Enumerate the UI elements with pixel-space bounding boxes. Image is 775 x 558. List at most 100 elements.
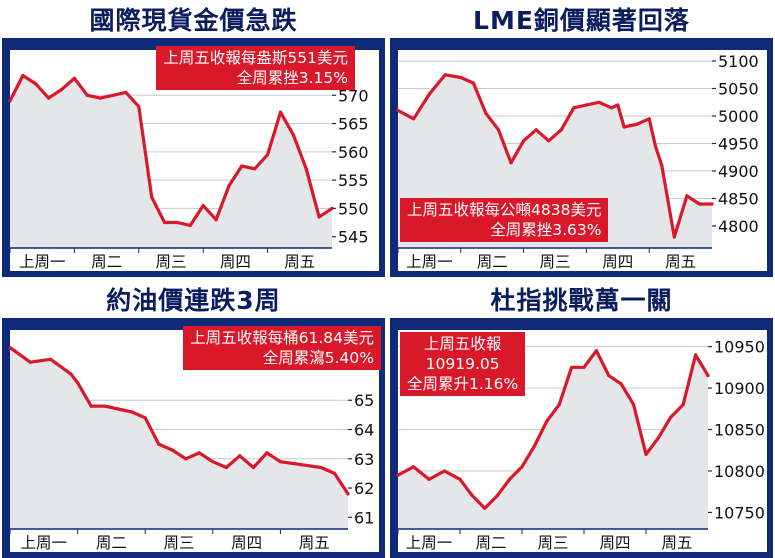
copper-callout: 上周五收報每公噸4838美元 全周累挫3.63%: [400, 198, 609, 242]
y-tick-label: 10750: [714, 503, 765, 522]
y-tick-label: 570: [338, 86, 369, 105]
gold-callout-price: 上周五收報每盎斯551美元: [163, 49, 348, 67]
y-tick-label: 565: [338, 115, 369, 134]
y-tick-label: 5000: [718, 107, 759, 126]
oil-callout-change: 全周累瀉5.40%: [262, 349, 374, 367]
y-axis-strip: [712, 50, 767, 271]
data-point: [332, 471, 337, 475]
data-point: [291, 133, 295, 137]
data-point: [170, 448, 174, 452]
data-point: [470, 494, 474, 498]
data-point: [85, 93, 89, 97]
data-point: [427, 92, 431, 96]
gold-panel: 國際現貨金價急跌 545 550 555 560 565 570 上周一 周二 周三 周四 周五 上…: [2, 0, 385, 277]
oil-title: 約油價連跌3周: [106, 286, 281, 315]
data-point: [278, 460, 282, 464]
x-tick-label: 上周一: [406, 253, 453, 271]
data-point: [111, 93, 115, 97]
data-point: [616, 103, 620, 107]
data-point: [346, 492, 350, 496]
y-tick-label: 4850: [718, 190, 759, 209]
data-point: [609, 106, 614, 110]
gold-callout: 上周五收報每盎斯551美元 全周累挫3.15%: [156, 46, 355, 90]
data-point: [559, 128, 563, 132]
data-point: [175, 220, 179, 225]
data-point: [266, 153, 270, 157]
stocks-chart-frame: 10750 10800 10850 10900 10950 上周一 周二 周三 周四 周五 上周五…: [390, 318, 773, 558]
data-point: [251, 465, 255, 470]
data-point: [495, 494, 499, 498]
x-axis-strip: [398, 248, 712, 271]
data-point: [265, 451, 269, 455]
data-point: [278, 110, 283, 114]
stocks-panel: 杜指挑戰萬一關 10750 10800 10850 10900 10950 上周一 周二 周三…: [390, 280, 773, 558]
data-point: [635, 122, 639, 126]
data-point: [653, 144, 658, 148]
data-point: [632, 403, 636, 407]
data-point: [458, 477, 462, 481]
y-tick-label: 10900: [714, 379, 765, 398]
x-tick-label: 上周一: [406, 534, 453, 552]
data-point: [317, 215, 321, 219]
data-point: [137, 105, 141, 109]
data-point: [28, 360, 32, 364]
x-tick-label: 周五: [665, 253, 696, 271]
stocks-callout-line1: 上周五收報: [423, 335, 502, 353]
data-point: [72, 76, 76, 80]
data-point: [150, 195, 154, 199]
data-point: [607, 374, 611, 378]
data-point: [459, 75, 463, 80]
y-axis-strip: [708, 330, 767, 552]
data-point: [522, 139, 526, 143]
x-axis-strip: [398, 529, 708, 552]
data-point: [547, 139, 551, 143]
stocks-callout-line3: 全周累升1.16%: [407, 375, 519, 393]
data-point: [545, 419, 549, 423]
oil-callout-price: 上周五收報每桶61.84美元: [190, 329, 374, 347]
data-point: [582, 365, 586, 369]
data-point: [656, 436, 660, 440]
data-point: [509, 161, 513, 165]
data-point: [443, 73, 447, 77]
data-point: [694, 353, 698, 357]
x-tick-label: 周二: [477, 253, 508, 271]
y-tick-label: 545: [338, 228, 369, 247]
data-point: [211, 460, 215, 464]
data-point: [412, 117, 416, 121]
x-tick-label: 上周一: [19, 253, 66, 271]
data-point: [130, 410, 134, 414]
data-point: [59, 88, 64, 92]
data-point: [557, 403, 561, 407]
data-point: [103, 404, 107, 408]
y-tick-label: 560: [338, 143, 369, 162]
y-tick-label: 10800: [714, 462, 765, 481]
x-tick-label: 周五: [661, 534, 692, 552]
y-tick-label: 65: [354, 391, 374, 410]
data-point: [584, 103, 588, 107]
data-point: [253, 167, 257, 171]
data-point: [188, 223, 192, 227]
x-tick-label: 周三: [539, 253, 570, 271]
x-tick-label: 周二: [475, 534, 506, 552]
gold-chart-frame: 545 550 555 560 565 570 上周一 周二 周三 周四 周五 上周五收報每盎斯55…: [2, 38, 385, 277]
copper-title: LME銅價顯著回落: [473, 6, 690, 35]
series-area: [10, 347, 348, 529]
data-point: [69, 372, 73, 376]
x-tick-label: 周三: [155, 253, 186, 271]
data-point: [98, 96, 102, 100]
x-axis-strip: [10, 529, 348, 552]
data-point: [483, 506, 487, 510]
x-tick-label: 周三: [537, 534, 568, 552]
x-tick-label: 周四: [231, 534, 262, 552]
data-point: [442, 469, 447, 473]
data-point: [597, 100, 601, 104]
data-point: [496, 128, 501, 132]
data-point: [21, 73, 25, 78]
data-point: [594, 349, 598, 353]
stocks-title: 杜指挑戰萬一關: [490, 286, 673, 315]
data-point: [201, 204, 205, 208]
y-tick-label: 10850: [714, 421, 765, 440]
series-line: [8, 73, 334, 227]
data-point: [660, 163, 664, 168]
data-point: [76, 381, 80, 385]
